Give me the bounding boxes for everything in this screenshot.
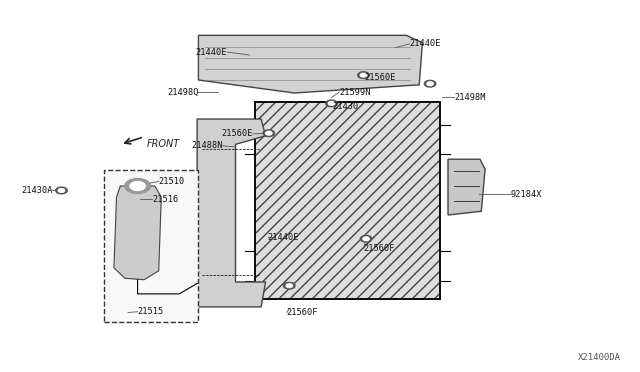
Circle shape xyxy=(427,82,433,86)
Text: 21430A: 21430A xyxy=(21,186,52,195)
Text: 21430: 21430 xyxy=(333,102,359,110)
Circle shape xyxy=(56,187,67,194)
Circle shape xyxy=(130,182,145,190)
Text: 21515: 21515 xyxy=(138,307,164,316)
Circle shape xyxy=(326,100,337,107)
Polygon shape xyxy=(198,35,422,93)
Text: 21488N: 21488N xyxy=(191,141,223,150)
Text: 21599N: 21599N xyxy=(339,88,371,97)
Circle shape xyxy=(125,179,150,193)
Text: 21440E: 21440E xyxy=(410,39,441,48)
Text: 21560E: 21560E xyxy=(221,129,253,138)
Polygon shape xyxy=(448,159,485,215)
Circle shape xyxy=(58,189,65,192)
Circle shape xyxy=(424,80,436,87)
Text: X21400DA: X21400DA xyxy=(578,353,621,362)
Circle shape xyxy=(363,237,369,241)
Text: 21510: 21510 xyxy=(159,177,185,186)
Circle shape xyxy=(266,131,272,135)
Circle shape xyxy=(286,284,292,288)
Text: 21498M: 21498M xyxy=(454,93,486,102)
Polygon shape xyxy=(114,186,161,280)
Circle shape xyxy=(358,72,369,78)
Text: 21498Q: 21498Q xyxy=(167,88,198,97)
Text: 21560E: 21560E xyxy=(365,73,396,82)
Circle shape xyxy=(360,235,372,242)
Circle shape xyxy=(284,282,295,289)
Text: 21516: 21516 xyxy=(152,195,179,203)
Text: FRONT: FRONT xyxy=(147,140,180,149)
Text: 21560F: 21560F xyxy=(364,244,395,253)
Text: 21440E: 21440E xyxy=(268,233,299,242)
Circle shape xyxy=(263,130,275,137)
Bar xyxy=(104,170,198,322)
Polygon shape xyxy=(197,119,266,307)
Text: 21560F: 21560F xyxy=(287,308,318,317)
Circle shape xyxy=(328,102,335,105)
Text: 21440E: 21440E xyxy=(196,48,227,57)
Circle shape xyxy=(360,73,367,77)
Text: 92184X: 92184X xyxy=(511,190,542,199)
Polygon shape xyxy=(255,102,440,299)
